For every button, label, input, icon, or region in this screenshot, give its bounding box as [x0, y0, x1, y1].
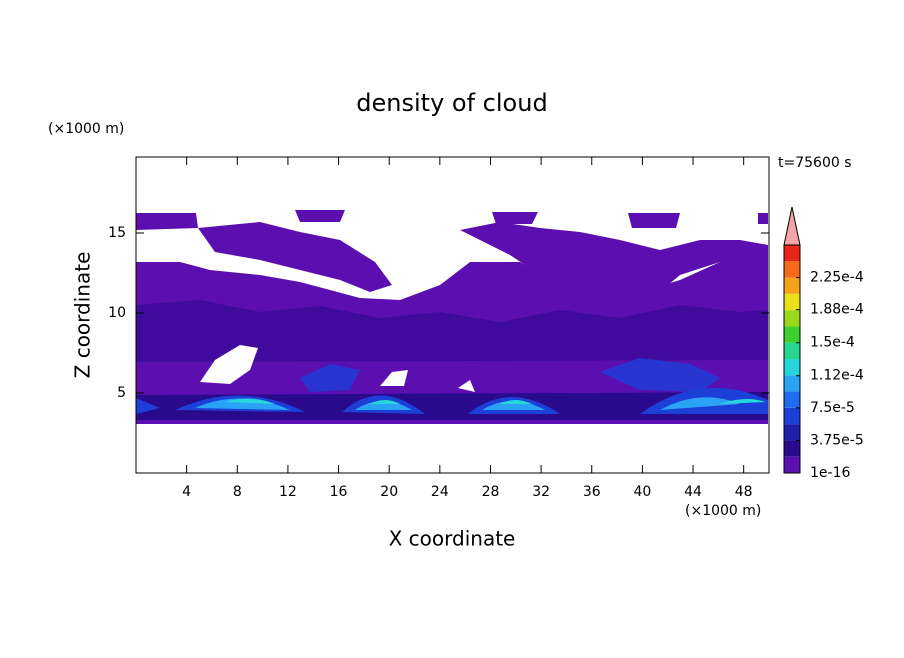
- colorbar-band: [784, 245, 800, 262]
- colorbar-tick-label: 3.75e-5: [810, 432, 864, 448]
- x-tick-label: 24: [431, 484, 449, 500]
- x-tick-label: 8: [233, 484, 242, 500]
- colorbar-band: [784, 391, 800, 408]
- y-unit: (×1000 m): [48, 121, 124, 137]
- colorbar-tick-label: 1.5e-4: [810, 335, 855, 351]
- colorbar-band: [784, 375, 800, 392]
- x-tick-label: 48: [735, 484, 753, 500]
- colorbar-band: [784, 293, 800, 311]
- colorbar-band: [784, 359, 800, 376]
- x-tick-label: 4: [182, 484, 191, 500]
- colorbar-band: [784, 424, 800, 441]
- colorbar-frame: [783, 244, 801, 474]
- x-axis-label: X coordinate: [389, 527, 516, 551]
- x-tick-label: 16: [330, 484, 348, 500]
- colorbar-band: [784, 440, 800, 457]
- y-tick-label: 5: [117, 385, 126, 401]
- y-tick-label: 15: [108, 225, 126, 241]
- x-unit: (×1000 m): [685, 503, 761, 519]
- colorbar-tick-label: 1.12e-4: [810, 368, 864, 384]
- colorbar-band: [784, 326, 800, 343]
- colorbar-band: [784, 310, 800, 327]
- x-tick-label: 36: [583, 484, 601, 500]
- colorbar-tick-label: 1.88e-4: [810, 302, 864, 318]
- colorbar-band: [784, 456, 800, 473]
- x-tick-label: 32: [532, 484, 550, 500]
- x-tick-label: 28: [482, 484, 500, 500]
- x-tick-label: 40: [633, 484, 651, 500]
- y-axis-label: Z coordinate: [71, 252, 95, 379]
- x-tick-label: 20: [380, 484, 398, 500]
- contour-field: [136, 210, 768, 424]
- time-annotation: t=75600 s: [778, 155, 852, 171]
- y-tick-label: 10: [108, 305, 126, 321]
- colorbar-band: [784, 407, 800, 425]
- plot-frame: [135, 156, 770, 474]
- x-tick-label: 12: [279, 484, 297, 500]
- x-tick-label: 44: [684, 484, 702, 500]
- colorbar-band: [784, 342, 800, 359]
- colorbar-tick-label: 7.5e-5: [810, 400, 855, 416]
- colorbar-band: [784, 261, 800, 278]
- colorbar-tick-label: 1e-16: [810, 465, 850, 481]
- colorbar-band: [784, 277, 800, 294]
- colorbar-tick-label: 2.25e-4: [810, 270, 864, 286]
- chart-title: density of cloud: [356, 89, 547, 117]
